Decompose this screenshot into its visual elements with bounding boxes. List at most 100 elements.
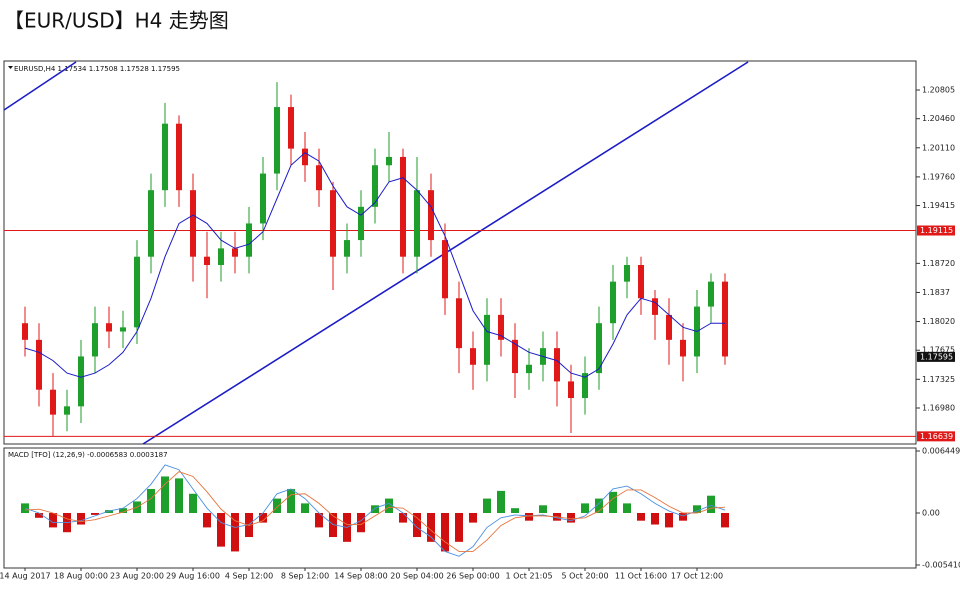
candle-body [484, 314, 490, 365]
macd-bar [693, 505, 701, 513]
candle-body [428, 190, 434, 241]
macd-bar [259, 512, 267, 523]
level-label: 1.19115 [920, 226, 953, 235]
symbol-header: EURUSD,H4 1.17534 1.17508 1.17528 1.1759… [14, 65, 180, 73]
macd-bar [49, 512, 57, 528]
candle-body [92, 323, 98, 357]
candle-body [288, 107, 294, 149]
macd-bar [497, 490, 505, 513]
macd-bar [371, 505, 379, 513]
y-tick-label: 1.18020 [922, 317, 955, 326]
candle-body [36, 339, 42, 390]
macd-bar [119, 508, 127, 513]
macd-bar [189, 493, 197, 513]
level-label-box [917, 431, 955, 442]
macd-bar [231, 512, 239, 552]
macd-bar [217, 512, 225, 547]
macd-bar [147, 488, 155, 513]
y-tick-label: 1.17675 [922, 346, 955, 355]
macd-bar [399, 512, 407, 523]
macd-bar [427, 512, 435, 542]
macd-bar [567, 512, 575, 523]
candle-body [148, 190, 154, 257]
candle-body [204, 256, 210, 266]
macd-bar [455, 512, 463, 542]
candle-body [680, 339, 686, 357]
candle-body [316, 165, 322, 191]
macd-bar [357, 512, 365, 533]
candle-body [162, 123, 168, 191]
candle-body [652, 298, 658, 315]
candle-body [78, 356, 84, 407]
last-price-box [917, 351, 955, 362]
x-tick-label: 4 Sep 12:00 [225, 572, 273, 581]
macd-bar [175, 478, 183, 513]
level-label: 1.16639 [920, 432, 953, 441]
y-tick-label: 1.20460 [922, 114, 955, 123]
y-tick-label: 1.18720 [922, 259, 955, 268]
x-tick-label: 14 Aug 2017 [0, 572, 51, 581]
candle-body [400, 156, 406, 257]
candle-body [512, 339, 518, 374]
macd-title: MACD [TFO] (12,26,9) -0.0006583 0.000318… [8, 451, 168, 459]
candle-body [134, 256, 140, 328]
x-tick-label: 17 Oct 12:00 [671, 572, 723, 581]
candle-body [596, 323, 602, 374]
candle-body [708, 281, 714, 307]
candle-body [330, 190, 336, 257]
y-tick-label: 1.1837 [922, 288, 950, 297]
candle-body [232, 248, 238, 257]
y-tick-label: 1.20110 [922, 143, 955, 152]
trend-line [3, 61, 77, 111]
candle-body [498, 314, 504, 340]
candle-body [218, 248, 224, 266]
macd-bar [707, 495, 715, 513]
candle-body [246, 223, 252, 257]
macd-bar [511, 508, 519, 513]
x-tick-label: 8 Sep 12:00 [281, 572, 329, 581]
candle-body [568, 381, 574, 399]
moving-average [24, 152, 725, 378]
x-tick-label: 29 Aug 16:00 [166, 572, 220, 581]
y-tick-label: 1.17325 [922, 375, 955, 384]
macd-bar [637, 512, 645, 521]
macd-bar [105, 510, 113, 513]
candle-body [638, 265, 644, 299]
macd-bar [623, 503, 631, 513]
macd-bar [595, 498, 603, 513]
y-tick-label: -0.005410 [922, 561, 960, 570]
page-title: 【EUR/USD】H4 走势图 [4, 9, 229, 33]
macd-bar [273, 498, 281, 513]
macd-bar [385, 498, 393, 513]
candle-body [526, 364, 532, 374]
macd-bar [441, 512, 449, 552]
candle-body [554, 348, 560, 382]
candle-body [386, 156, 392, 166]
macd-bar [161, 476, 169, 513]
y-tick-label: 0.006449 [922, 447, 960, 456]
candle-body [120, 327, 126, 332]
macd-bar [413, 512, 421, 538]
macd-bar [581, 503, 589, 513]
macd-bar [329, 512, 337, 538]
last-price-label: 1.17595 [920, 352, 953, 361]
x-tick-label: 20 Sep 04:00 [390, 572, 443, 581]
macd-bar [469, 512, 477, 523]
candle-body [624, 265, 630, 282]
candle-body [22, 323, 28, 340]
candle-body [722, 281, 728, 357]
macd-line [24, 464, 726, 557]
candle-body [442, 240, 448, 299]
macd-bar [525, 512, 533, 521]
x-tick-label: 11 Oct 16:00 [615, 572, 667, 581]
candle-body [50, 389, 56, 415]
candle-body [274, 107, 280, 174]
macd-bar [609, 491, 617, 513]
y-tick-label: 1.19415 [922, 201, 955, 210]
y-tick-label: 1.20805 [922, 86, 955, 95]
candle-body [344, 240, 350, 257]
header-arrow [8, 66, 13, 69]
candle-body [190, 190, 196, 257]
candle-body [610, 281, 616, 324]
